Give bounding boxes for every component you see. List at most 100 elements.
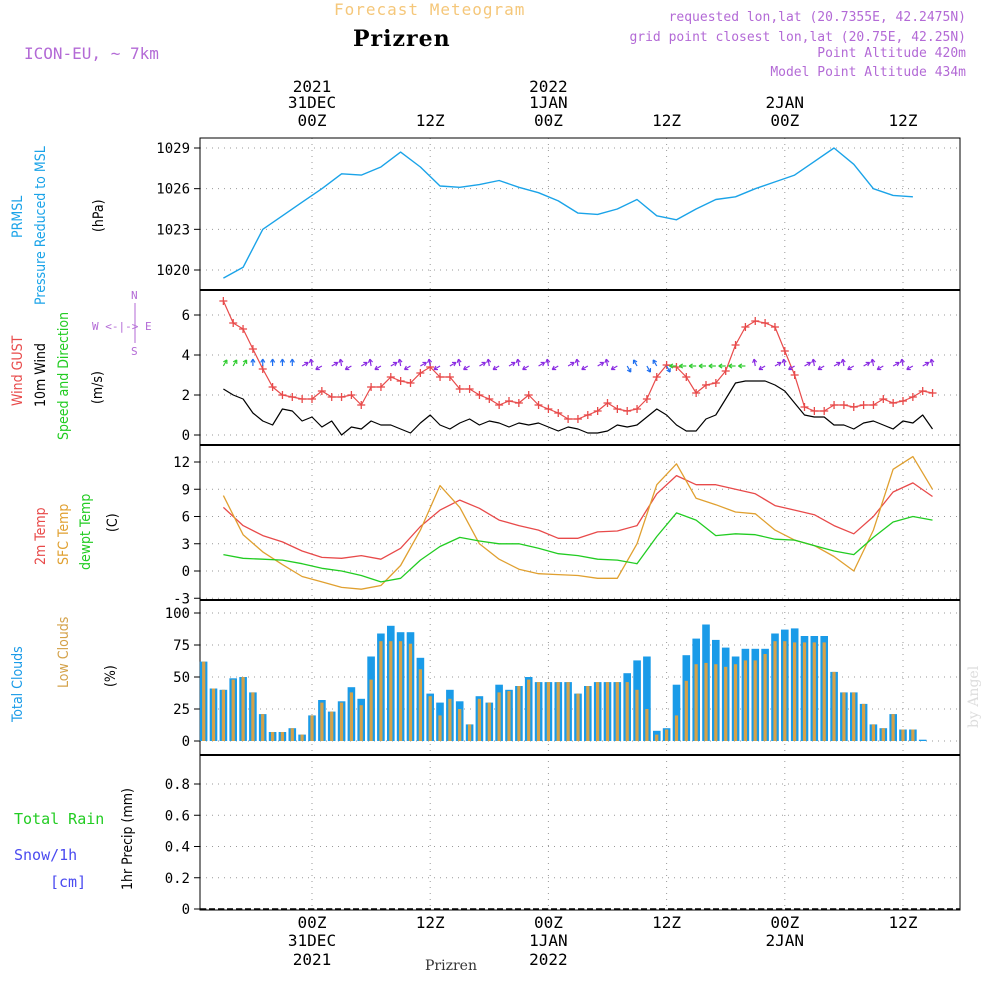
top-axis-year: 2022 (529, 77, 568, 96)
low-cloud-bar (852, 692, 856, 741)
top-axis-day: 31DEC (288, 93, 336, 112)
top-axis-hour: 00Z (770, 111, 799, 130)
bottom-axis-hour: 00Z (770, 913, 799, 932)
y-tick-label: 9 (182, 482, 190, 498)
low-cloud-bar (576, 693, 580, 741)
cm-label: [cm] (50, 873, 87, 891)
low-cloud-bar (330, 711, 334, 741)
y-tick-label: 75 (173, 638, 190, 654)
bottom-axis-hour: 12Z (652, 913, 681, 932)
bottom-axis-day: 1JAN (529, 931, 568, 950)
wind-dir-arrowhead (781, 358, 785, 364)
wind-dir-arrow (479, 361, 486, 367)
y-tick-label: 0.4 (165, 840, 190, 856)
wind-dir-arrow (597, 361, 605, 367)
bottom-axis-year: 2022 (529, 950, 568, 969)
wind-dir-arrowhead (270, 358, 274, 363)
low-cloud-bar (261, 714, 265, 741)
wind-dir-arrow (567, 361, 575, 367)
wind-dir-arrow (546, 359, 549, 367)
wind-dir-arrowhead (232, 359, 237, 363)
low-cloud-bar (802, 642, 807, 741)
model-altitude: Model Point Altitude 434m (770, 65, 966, 80)
y-tick-label: 1023 (156, 222, 190, 238)
wind-dir-arrowhead (279, 358, 283, 363)
wind-dir-arrow (433, 365, 441, 371)
compass-ew: W <-|-> E (92, 320, 152, 333)
low-cloud-bar (625, 682, 629, 741)
wind-dir-arrow (398, 359, 402, 367)
low-cloud-bar (211, 688, 216, 741)
compass-n: N (131, 289, 138, 302)
wind-dir-arrow (310, 359, 313, 367)
wind-dir-arrow (901, 359, 904, 367)
wind-dir-arrow (652, 359, 658, 367)
wind-dir-arrow (906, 365, 914, 371)
top-axis-hour: 00Z (298, 111, 327, 130)
bottom-axis-year: 2021 (293, 950, 332, 969)
low-cloud-bar (339, 702, 344, 741)
low-cloud-bar (901, 729, 905, 741)
panel-frame (199, 444, 961, 601)
low-cloud-bar (704, 662, 708, 741)
panel-frame (199, 137, 961, 291)
wind-dir-arrowhead (426, 358, 430, 364)
wind-dir-arrow (315, 365, 323, 371)
y-tick-label: 3 (182, 537, 190, 553)
y-tick-label: 25 (173, 702, 190, 718)
y-tick-label: 50 (173, 670, 190, 686)
wind-dir-arrow (804, 361, 811, 367)
low-cloud-bar (743, 660, 747, 741)
low-cloud-bar (655, 734, 659, 741)
low-cloud-bar (566, 682, 570, 741)
wind-dir-arrowhead (718, 365, 723, 369)
y-tick-label: 0.8 (165, 777, 190, 793)
low-cloud-bar (310, 715, 314, 741)
wind-dir-arrow (339, 359, 343, 367)
y-tick-label: 6 (182, 308, 190, 324)
wind-dir-arrow (390, 361, 398, 367)
requested-location: requested lon,lat (20.7355E, 42.2475N) (668, 10, 966, 25)
low-cloud-bar (733, 664, 738, 741)
wind-dir-arrow (930, 359, 934, 367)
low-cloud-bar (586, 686, 590, 741)
low-cloud-bar (231, 679, 235, 741)
wind-dir-arrowhead (260, 358, 264, 363)
low-cloud-bar (881, 728, 885, 741)
wind-dir-arrow (666, 365, 671, 373)
top-axis-day: 2JAN (766, 93, 805, 112)
wind-dir-arrow (626, 365, 632, 373)
low-cloud-bar (891, 714, 895, 741)
low-cloud-bar (674, 715, 679, 741)
low-cloud-bar (349, 692, 353, 741)
wind-dir-arrow (610, 365, 618, 371)
wind-dir-arrow (538, 361, 545, 367)
low-cloud-bar (487, 702, 491, 741)
top-axis-hour: 12Z (416, 111, 445, 130)
point-altitude: Point Altitude 420m (817, 46, 966, 61)
wind-dir-arrowhead (870, 358, 873, 364)
wind-dir-arrow (892, 361, 900, 367)
wind-dir-arrow (605, 359, 609, 367)
wind-dir-arrow (788, 365, 795, 371)
total-cloud-bar (918, 739, 927, 741)
wind-dir-arrow (576, 359, 579, 367)
low-cloud-bar (753, 660, 757, 741)
wind-dir-arrowhead (678, 365, 684, 369)
low-cloud-bar (793, 642, 797, 741)
low-cloud-bar (546, 682, 550, 741)
bottom-axis-hour: 12Z (416, 913, 445, 932)
low-cloud-bar (665, 729, 669, 741)
t2m-line (222, 474, 933, 560)
bottom-axis-hour: 12Z (889, 913, 918, 932)
wind-dir-arrow (812, 359, 815, 367)
wind-dir-arrow (360, 361, 368, 367)
wind-line (223, 380, 933, 436)
wind-dir-arrow (428, 359, 431, 367)
bottom-axis-day: 2JAN (766, 931, 805, 950)
wind-dir-arrow (782, 359, 786, 367)
y-tick-label: 6 (182, 510, 190, 526)
wind-dir-arrow (517, 359, 520, 367)
top-axis-day: 1JAN (529, 93, 568, 112)
wind-dir-arrow (581, 365, 589, 371)
